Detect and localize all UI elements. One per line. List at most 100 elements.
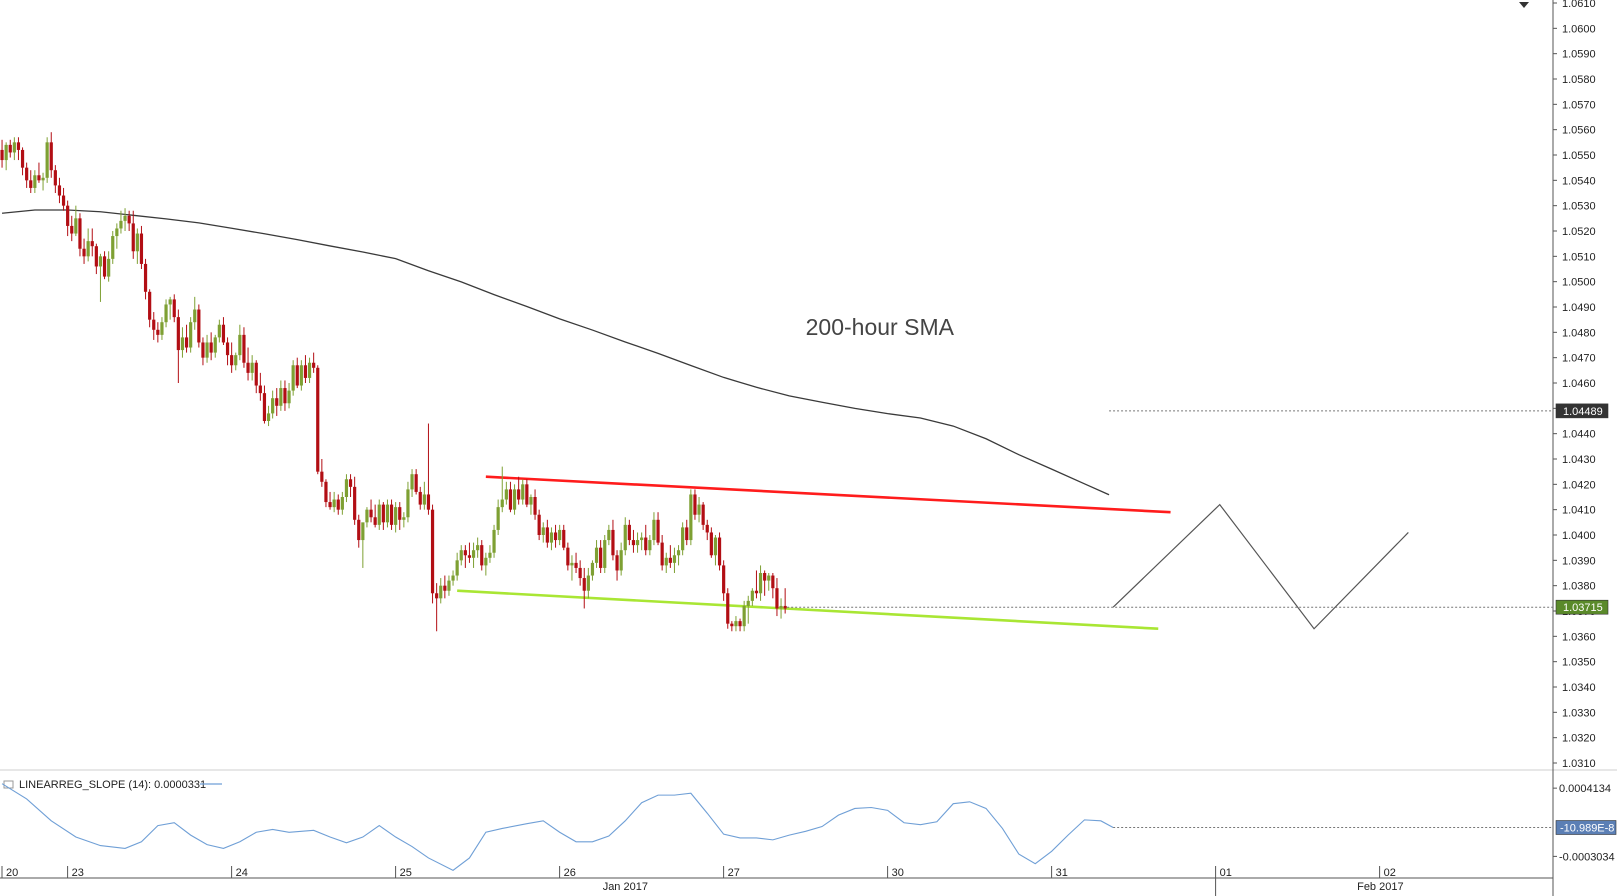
candle <box>713 535 718 566</box>
candle-body <box>656 519 660 543</box>
candle <box>115 223 119 249</box>
candle-body <box>12 142 16 153</box>
candle <box>578 560 582 586</box>
candle <box>435 583 439 632</box>
candle-body <box>779 605 783 609</box>
candle <box>353 476 357 525</box>
candle-body <box>148 291 152 320</box>
candle-body <box>4 144 8 161</box>
candle <box>644 524 648 556</box>
candle <box>508 481 513 513</box>
candle <box>4 142 8 171</box>
candle <box>16 137 21 161</box>
indicator-value-tag-text: -10.989E-8 <box>1560 823 1614 835</box>
candle-body <box>574 562 578 568</box>
candle-body <box>119 220 123 229</box>
resistance-trendline[interactable] <box>485 475 1171 514</box>
candle <box>775 578 779 617</box>
candle <box>623 517 627 556</box>
y-tick-label: 1.0420 <box>1562 479 1596 491</box>
candle <box>717 532 722 571</box>
candle-body <box>242 334 246 363</box>
candle-body <box>61 195 66 206</box>
candle <box>193 296 197 330</box>
candle <box>361 522 365 568</box>
candle-body <box>184 337 189 348</box>
candle-body <box>41 177 45 181</box>
candle-body <box>385 504 390 523</box>
candle-body <box>189 322 193 348</box>
candle-body <box>619 550 623 571</box>
candle-body <box>25 167 29 181</box>
candle <box>312 352 316 373</box>
candle-body <box>353 486 357 520</box>
candle <box>640 532 644 551</box>
candle-body <box>8 144 12 153</box>
candle <box>148 289 152 328</box>
candle <box>451 570 455 586</box>
candle <box>443 575 447 599</box>
candle <box>635 532 640 553</box>
candle <box>209 332 213 361</box>
candle-body <box>562 529 566 548</box>
candle <box>676 545 681 566</box>
candle <box>607 524 611 546</box>
last-price-tag-bg <box>1555 599 1609 615</box>
candle-body <box>525 484 529 505</box>
candle-body <box>459 550 463 561</box>
candle-body <box>586 575 590 591</box>
y-tick-label: 1.0520 <box>1562 226 1596 238</box>
y-tick-label: 1.0590 <box>1562 49 1596 61</box>
candle <box>303 355 308 383</box>
candle <box>619 542 623 576</box>
indicator-series <box>1 783 1553 871</box>
candle-body <box>217 324 221 338</box>
candle <box>504 481 508 505</box>
x-month-label: Jan 2017 <box>603 881 648 893</box>
candle <box>336 494 340 515</box>
candle <box>693 489 697 520</box>
candle-body <box>135 233 139 252</box>
candle-body <box>447 580 451 591</box>
candle <box>648 535 652 556</box>
support-trendline[interactable] <box>457 589 1159 631</box>
candle <box>541 522 545 543</box>
candle <box>234 352 238 371</box>
candle-body <box>45 142 49 178</box>
candle <box>730 621 734 632</box>
candle <box>599 540 603 573</box>
candle <box>307 357 312 383</box>
candle-body <box>340 497 344 510</box>
indicator-label: LINEARREG_SLOPE (14): 0.0000331 <box>19 779 206 791</box>
candle <box>217 319 221 343</box>
candle <box>488 545 492 563</box>
candle <box>131 210 135 259</box>
candle <box>385 499 390 528</box>
candle-body <box>603 540 607 568</box>
candle <box>771 573 775 599</box>
candle <box>225 337 230 366</box>
candle-body <box>484 557 488 566</box>
candle <box>152 312 156 340</box>
candle <box>414 469 418 495</box>
candle-body <box>90 241 94 247</box>
candle-body <box>316 367 320 472</box>
candle <box>25 162 29 188</box>
candle-body <box>681 527 685 551</box>
candle <box>279 380 283 411</box>
candle-body <box>480 545 484 566</box>
candle-body <box>381 504 385 523</box>
candle <box>430 504 435 604</box>
candle-body <box>705 524 709 533</box>
candle <box>205 334 209 363</box>
candle-body <box>373 517 377 525</box>
candle-body <box>402 517 406 520</box>
candle <box>476 537 480 558</box>
candle <box>377 499 381 530</box>
chevron-down-icon[interactable] <box>1519 2 1529 8</box>
candle-body <box>627 524 631 541</box>
candle-body <box>668 557 672 563</box>
indicator-tick-label: 0.0004134 <box>1559 783 1611 795</box>
